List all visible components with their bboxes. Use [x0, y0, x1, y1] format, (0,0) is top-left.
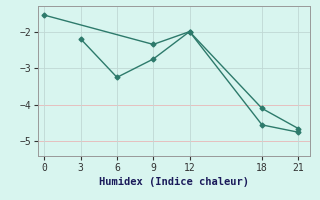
X-axis label: Humidex (Indice chaleur): Humidex (Indice chaleur) — [100, 177, 249, 187]
